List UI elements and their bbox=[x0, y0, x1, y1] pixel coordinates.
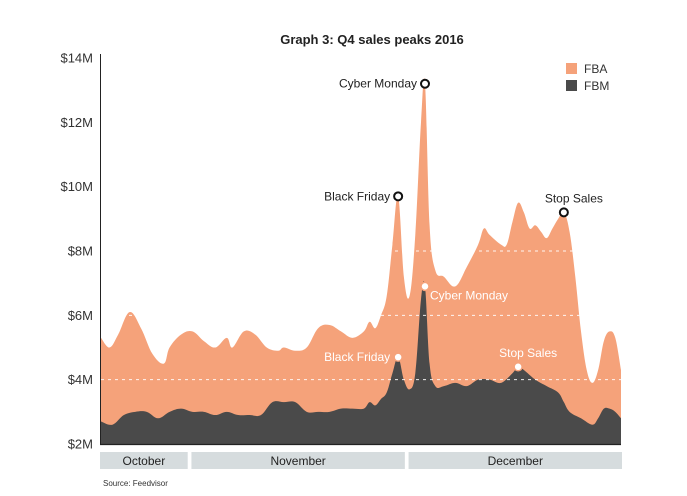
legend-swatch-fba bbox=[566, 63, 577, 74]
month-bar-november bbox=[191, 452, 405, 469]
annotation-marker bbox=[420, 281, 430, 292]
legend-swatch-fbm bbox=[566, 80, 577, 91]
annotation-marker bbox=[558, 207, 569, 218]
annotations: Cyber Monday Black Friday Stop Sales Cyber … bbox=[324, 77, 603, 372]
series-area-fba bbox=[101, 77, 621, 444]
month-bar-row: October November December bbox=[100, 452, 622, 469]
annotation-marker bbox=[393, 191, 404, 202]
annotation-label: Stop Sales bbox=[545, 191, 603, 205]
legend-label-fbm: FBM bbox=[584, 79, 609, 93]
plot-area bbox=[100, 77, 621, 446]
y-tick-label: $8M bbox=[68, 244, 93, 259]
annotation-label: Black Friday bbox=[324, 189, 390, 203]
legend: FBA FBM bbox=[566, 62, 609, 93]
y-tick-label: $14M bbox=[60, 51, 93, 66]
y-tick-label: $12M bbox=[60, 115, 93, 130]
chart-title: Graph 3: Q4 sales peaks 2016 bbox=[280, 32, 464, 47]
annotation-label: Stop Sales bbox=[499, 346, 557, 360]
month-label-december: December bbox=[488, 454, 543, 468]
month-bar-december bbox=[408, 452, 622, 469]
annotation-label: Cyber Monday bbox=[430, 288, 508, 302]
annotation-label: Black Friday bbox=[324, 350, 390, 364]
legend-label-fba: FBA bbox=[584, 62, 607, 76]
month-bar-october bbox=[100, 452, 188, 469]
y-tick-label: $10M bbox=[60, 179, 93, 194]
y-tick-label: $4M bbox=[68, 372, 93, 387]
annotation-marker bbox=[513, 362, 523, 372]
annotation-marker bbox=[420, 78, 430, 89]
annotation-label: Cyber Monday bbox=[339, 77, 417, 91]
y-tick-label: $2M bbox=[68, 437, 93, 452]
series-area-fbm bbox=[101, 281, 621, 444]
month-label-october: October bbox=[123, 454, 166, 468]
y-tick-label: $6M bbox=[68, 308, 93, 323]
month-label-november: November bbox=[270, 454, 325, 468]
y-axis: $2M $4M $6M $8M $10M $12M $14M bbox=[60, 51, 101, 452]
annotation-marker bbox=[393, 352, 403, 362]
source-label: Source: Feedvisor bbox=[103, 479, 168, 488]
